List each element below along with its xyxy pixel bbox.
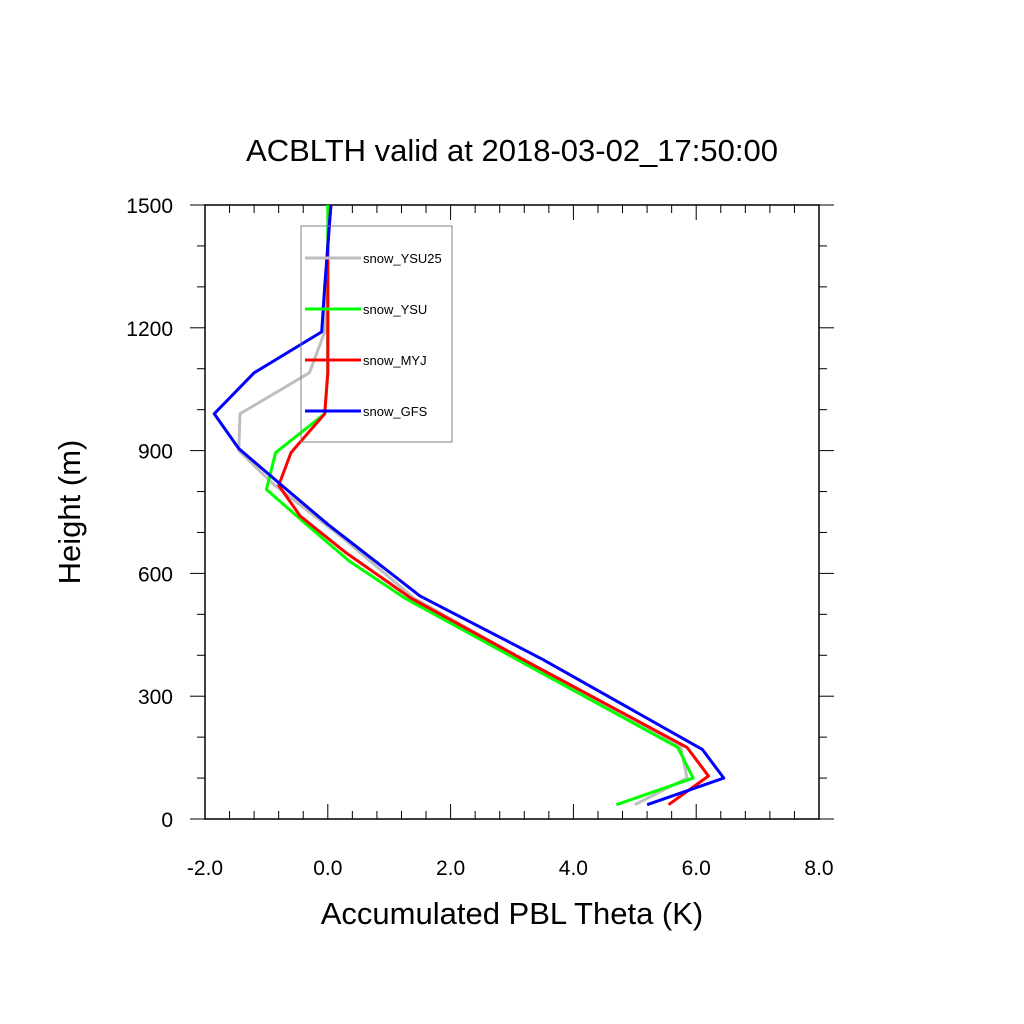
y-tick-label: 600 (138, 563, 173, 586)
x-tick-label: 8.0 (804, 857, 833, 880)
y-tick-label: 1500 (126, 195, 173, 218)
legend-entries: snow_YSU25 snow_YSU snow_MYJ snow_GFS (305, 251, 442, 419)
axis-tick-labels: -2.0 0.0 2.0 4.0 6.0 8.0 0 300 600 900 1200 1500 (126, 195, 833, 880)
x-tick-label: 6.0 (682, 857, 711, 880)
legend-label: snow_MYJ (363, 353, 427, 368)
axis-ticks (190, 204, 834, 820)
x-tick-label: 2.0 (436, 857, 465, 880)
legend-label: snow_GFS (363, 404, 428, 419)
y-tick-label: 300 (138, 686, 173, 709)
data-series (212, 204, 726, 807)
x-tick-label: -2.0 (187, 857, 223, 880)
series-line-snow-myj (277, 204, 710, 806)
legend: snow_YSU25 snow_YSU snow_MYJ snow_GFS (300, 225, 453, 443)
y-tick-label: 1200 (126, 318, 173, 341)
x-tick-label: 4.0 (559, 857, 588, 880)
y-tick-label: 0 (161, 809, 173, 832)
y-axis-label: Height (m) (52, 440, 87, 585)
legend-box (300, 225, 453, 443)
x-axis-label: Accumulated PBL Theta (K) (321, 896, 704, 931)
x-tick-label: 0.0 (313, 857, 342, 880)
y-tick-label: 900 (138, 441, 173, 464)
chart-title: ACBLTH valid at 2018-03-02_17:50:00 (246, 133, 778, 168)
series-line-snow-gfs (212, 204, 726, 807)
legend-label: snow_YSU25 (363, 251, 442, 266)
plot-frame (204, 204, 820, 820)
legend-label: snow_YSU (363, 302, 427, 317)
